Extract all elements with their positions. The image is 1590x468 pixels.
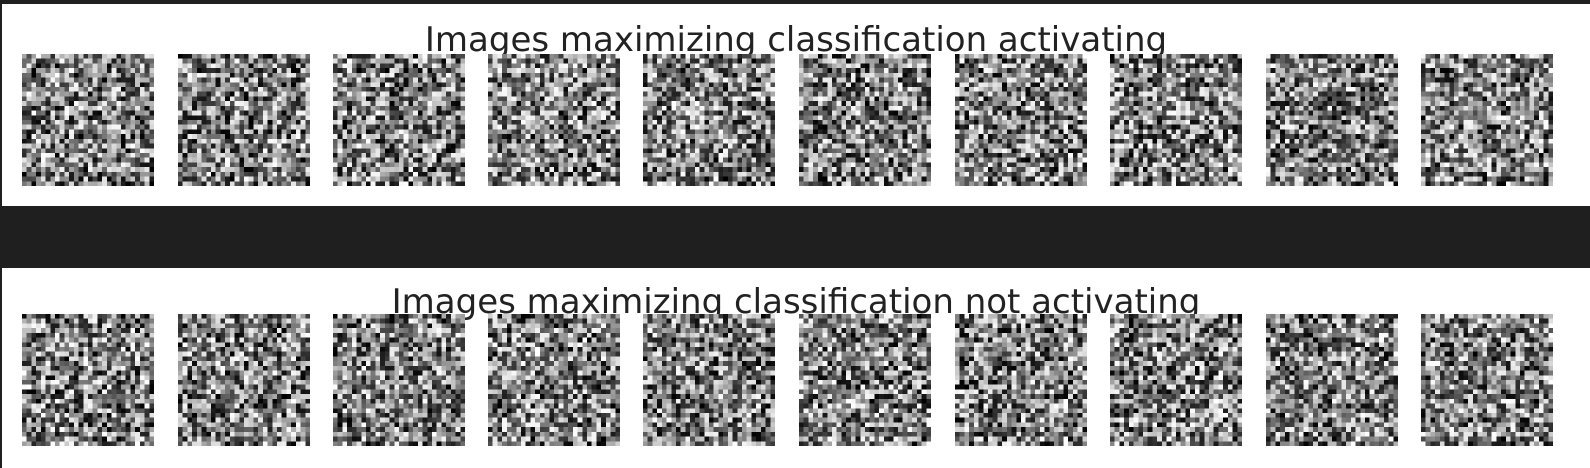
image-row-activating bbox=[2, 54, 1590, 186]
noise-image bbox=[333, 314, 465, 446]
noise-image bbox=[1110, 314, 1242, 446]
figure-title: Images maximizing classification activat… bbox=[424, 20, 1168, 60]
noise-image bbox=[333, 54, 465, 186]
image-row-not-activating bbox=[2, 314, 1590, 446]
noise-image bbox=[22, 314, 154, 446]
noise-image bbox=[1266, 54, 1398, 186]
figure-panel-activating: Images maximizing classification activat… bbox=[2, 4, 1590, 206]
noise-image bbox=[178, 54, 310, 186]
noise-image bbox=[22, 54, 154, 186]
noise-image bbox=[799, 314, 931, 446]
noise-image bbox=[955, 54, 1087, 186]
noise-image bbox=[955, 314, 1087, 446]
noise-image bbox=[799, 54, 931, 186]
noise-image bbox=[488, 314, 620, 446]
noise-image bbox=[1110, 54, 1242, 186]
noise-image bbox=[643, 314, 775, 446]
noise-image bbox=[1421, 314, 1553, 446]
noise-image bbox=[1266, 314, 1398, 446]
noise-image bbox=[1421, 54, 1553, 186]
noise-image bbox=[178, 314, 310, 446]
figure-panel-not-activating: Images maximizing classification not act… bbox=[2, 268, 1590, 468]
noise-image bbox=[643, 54, 775, 186]
noise-image bbox=[488, 54, 620, 186]
